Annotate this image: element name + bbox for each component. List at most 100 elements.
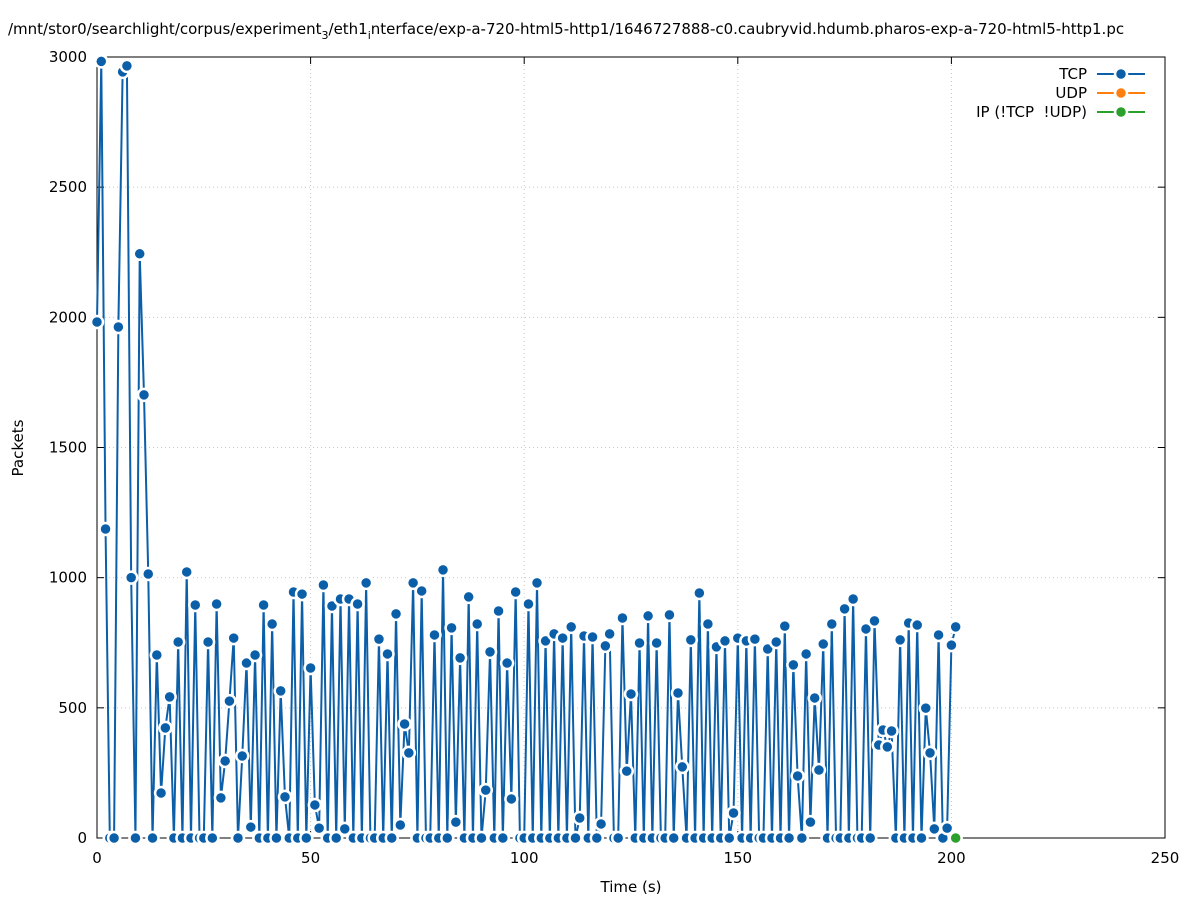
- data-point: [837, 601, 852, 617]
- x-tick-label: 0: [92, 849, 102, 867]
- data-point: [640, 608, 656, 624]
- title-part: /eth1: [329, 20, 368, 38]
- data-point: [948, 830, 963, 846]
- data-point: [89, 314, 105, 330]
- data-point: [350, 596, 365, 612]
- data-point: [401, 745, 417, 761]
- data-point: [380, 646, 395, 662]
- data-point: [264, 616, 280, 632]
- data-point: [619, 763, 634, 779]
- data-point: [474, 830, 489, 846]
- data-point: [508, 584, 523, 600]
- series-line: [96, 61, 957, 839]
- title-part: /mnt/stor0/searchlight/corpus/experiment: [8, 20, 322, 38]
- data-point: [815, 636, 831, 652]
- data-point: [478, 782, 494, 798]
- data-point: [98, 521, 113, 537]
- data-point: [303, 660, 318, 676]
- data-point: [914, 830, 929, 846]
- data-point: [880, 739, 895, 755]
- data-point: [931, 627, 946, 643]
- data-point: [589, 830, 605, 846]
- data-point: [256, 597, 271, 613]
- data-point: [452, 650, 468, 666]
- data-point: [448, 814, 464, 830]
- data-point: [136, 387, 152, 403]
- data-point: [610, 830, 626, 846]
- data-point: [128, 830, 143, 846]
- data-point: [700, 616, 716, 632]
- data-point: [205, 830, 220, 846]
- data-point: [602, 626, 617, 642]
- y-axis-label: Packets: [9, 419, 27, 476]
- data-point: [269, 830, 284, 846]
- data-point: [845, 591, 861, 607]
- data-point: [170, 634, 186, 650]
- x-tick-label: 250: [1151, 849, 1180, 867]
- data-point: [222, 693, 237, 709]
- data-point: [414, 583, 429, 599]
- data-point: [670, 685, 686, 701]
- data-point: [132, 246, 147, 262]
- x-tick-label: 50: [301, 849, 320, 867]
- data-point: [444, 620, 459, 636]
- data-point: [824, 616, 840, 632]
- y-tick-label: 3000: [49, 48, 87, 66]
- data-point: [572, 810, 587, 826]
- legend-label: TCP: [1058, 65, 1087, 83]
- data-point: [482, 644, 498, 660]
- data-point: [94, 54, 109, 69]
- data-point: [615, 610, 630, 626]
- data-point: [491, 603, 506, 619]
- data-point: [790, 768, 805, 784]
- data-point: [504, 791, 519, 807]
- data-point: [585, 629, 600, 645]
- data-point: [179, 564, 194, 580]
- data-point: [243, 819, 259, 835]
- data-point: [632, 635, 647, 651]
- data-point: [217, 753, 233, 769]
- data-point: [662, 607, 677, 623]
- data-point: [162, 689, 177, 705]
- data-point: [405, 575, 421, 591]
- data-point: [717, 633, 733, 649]
- y-tick-label: 1500: [49, 439, 87, 457]
- data-point: [141, 566, 156, 582]
- data-point: [499, 655, 515, 671]
- data-point: [371, 631, 387, 647]
- data-point: [722, 830, 737, 846]
- data-point: [939, 820, 955, 836]
- data-point: [440, 830, 455, 846]
- data-point: [294, 586, 310, 602]
- data-point: [529, 575, 545, 591]
- x-tick-label: 100: [510, 849, 539, 867]
- data-point: [798, 646, 814, 662]
- data-point: [239, 655, 254, 671]
- data-point: [213, 790, 229, 806]
- data-point: [153, 785, 169, 801]
- legend-label: IP (!TCP !UDP): [976, 103, 1087, 121]
- data-point: [247, 647, 263, 663]
- chart-title: /mnt/stor0/searchlight/corpus/experiment…: [8, 20, 1124, 42]
- data-point: [358, 575, 374, 591]
- data-point: [123, 570, 139, 585]
- data-point: [234, 748, 250, 764]
- data-point: [858, 621, 874, 637]
- data-point: [692, 585, 707, 601]
- data-point: [393, 817, 408, 833]
- legend-label: UDP: [1055, 84, 1087, 102]
- data-point: [944, 637, 959, 653]
- x-axis-label: Time (s): [600, 878, 662, 896]
- x-tick-label: 200: [937, 849, 966, 867]
- data-point: [862, 830, 878, 846]
- data-point: [435, 562, 451, 578]
- legend-marker: [1113, 66, 1129, 82]
- data-point: [675, 759, 690, 775]
- data-point: [226, 630, 241, 646]
- data-point: [909, 617, 925, 633]
- title-part: nterface/exp-a-720-html5-http1/164672788…: [371, 20, 1124, 38]
- data-point: [495, 830, 511, 846]
- data-point: [781, 830, 797, 846]
- data-point: [384, 830, 400, 846]
